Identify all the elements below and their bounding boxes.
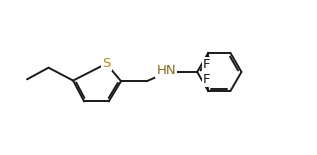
Text: F: F [203,73,210,86]
Text: F: F [203,58,210,71]
Text: S: S [102,57,110,70]
Text: HN: HN [156,64,176,77]
